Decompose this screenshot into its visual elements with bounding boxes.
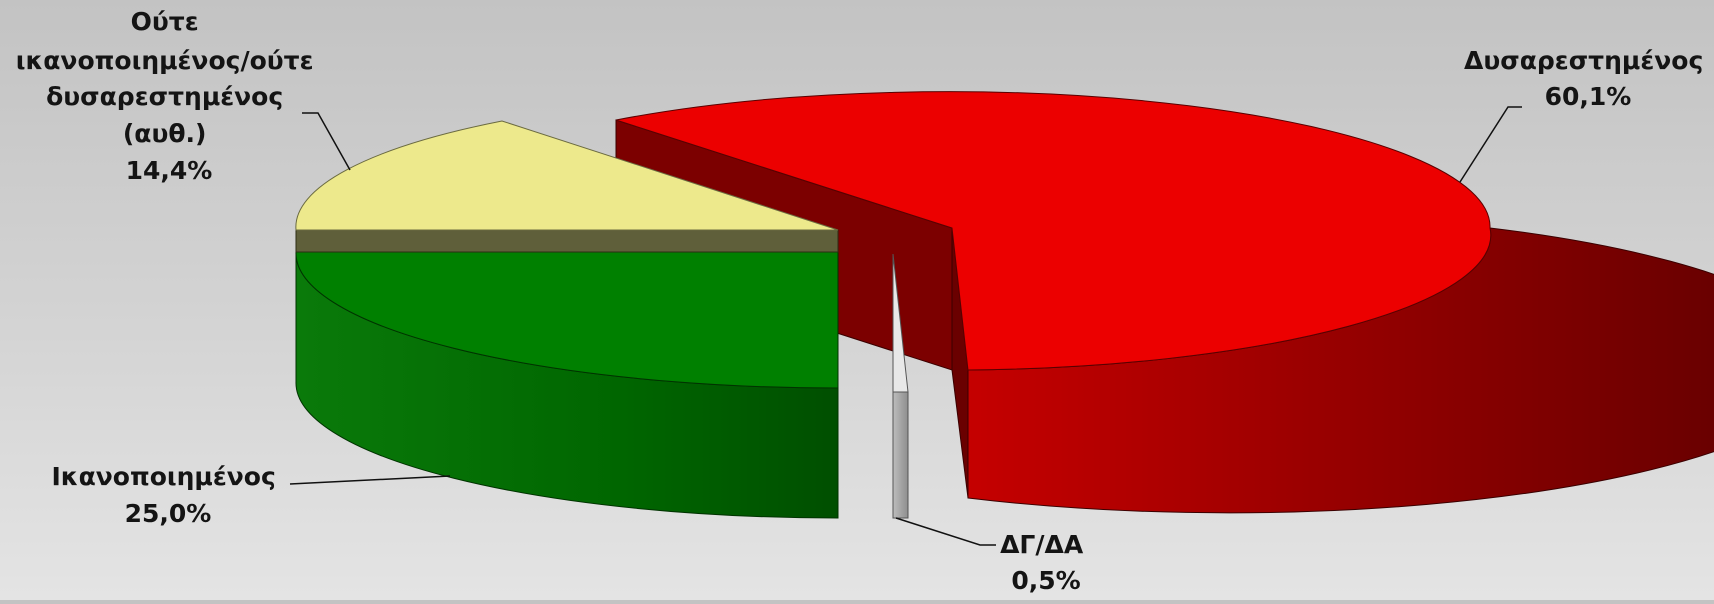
data-label-oute-value: 14,4% (126, 156, 213, 185)
slice-oute-side (295, 229, 839, 253)
data-label-oute-line-4: (αυθ.) (123, 119, 207, 148)
data-label-dysarestimenos-name: Δυσαρεστημένος (1464, 46, 1703, 75)
data-label-oute-line-1: Ούτε (131, 7, 199, 36)
slice-ikanopoiimenos-top (295, 251, 839, 389)
leader-line-oute (302, 112, 351, 171)
slice-dg-da-top (892, 253, 909, 393)
data-label-oute: Ούτε ικανοποιημένος/ούτε δυσαρεστημένος … (16, 7, 323, 185)
data-label-dg-da-value: 0,5% (1011, 566, 1080, 595)
data-label-dg-da-name: ΔΓ/ΔΑ (1000, 530, 1084, 559)
data-label-ikanopoiimenos-value: 25,0% (125, 499, 212, 528)
slice-dg-da (892, 253, 909, 519)
data-label-oute-line-2: ικανοποιημένος/ούτε (16, 46, 314, 75)
slice-dg-da-side (892, 391, 909, 519)
leader-line-dg-da (895, 517, 996, 546)
data-label-dg-da: ΔΓ/ΔΑ 0,5% (1000, 530, 1092, 595)
slice-dysarestimenos (615, 91, 1714, 514)
leader-line-dysarestimenos (1459, 106, 1522, 183)
slice-oute-top (295, 120, 839, 231)
data-label-dysarestimenos-value: 60,1% (1545, 82, 1632, 111)
data-label-ikanopoiimenos-name: Ικανοποιημένος (52, 462, 276, 491)
data-label-dysarestimenos: Δυσαρεστημένος 60,1% (1464, 46, 1712, 111)
leader-line-ikanopoiimenos (289, 475, 451, 485)
data-label-oute-line-3: δυσαρεστημένος (46, 82, 283, 111)
data-label-ikanopoiimenos: Ικανοποιημένος 25,0% (52, 462, 285, 528)
slice-oute (295, 120, 839, 253)
slice-dysarestimenos-top (615, 91, 1492, 371)
slice-ikanopoiimenos (295, 251, 839, 519)
